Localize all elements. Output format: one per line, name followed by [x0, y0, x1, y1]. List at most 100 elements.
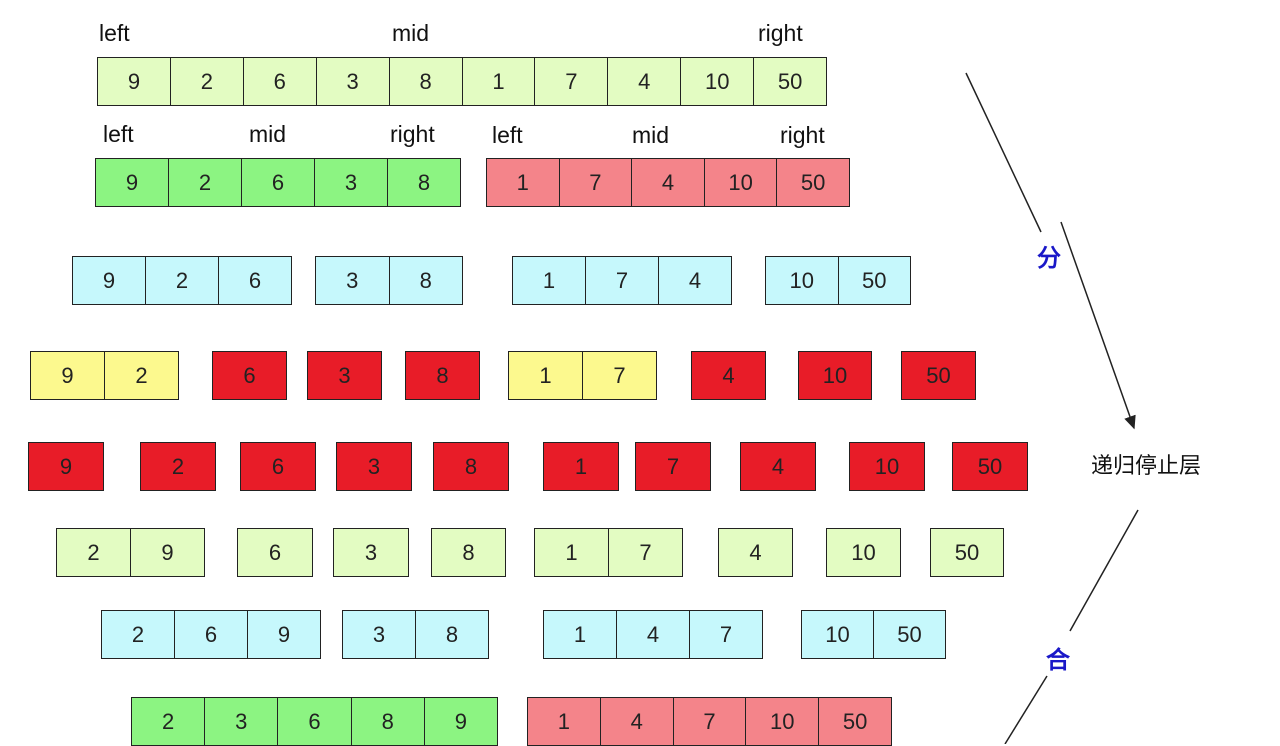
array-segment: 7 — [635, 442, 711, 491]
array-cell: 4 — [749, 539, 762, 565]
array-cell: 9 — [161, 539, 174, 565]
array-cell: 3 — [317, 58, 390, 105]
array-cell: 4 — [771, 453, 785, 479]
merge-line-lower — [1004, 675, 1048, 744]
array-segment: 50 — [901, 351, 976, 400]
array-cell: 7 — [613, 362, 626, 388]
array-cell: 50 — [926, 362, 951, 388]
array-cell: 8 — [462, 539, 475, 565]
array-segment: 50 — [952, 442, 1028, 491]
array-cell: 8 — [390, 58, 463, 105]
array-cell: 2 — [169, 159, 242, 206]
array-cell: 1 — [487, 159, 560, 206]
array-cell: 50 — [777, 68, 803, 94]
array-cell: 6 — [278, 698, 352, 745]
array-cell: 50 — [977, 453, 1003, 479]
array-cell: 7 — [586, 257, 659, 304]
array-cell: 9 — [73, 257, 146, 304]
array-cell: 10 — [746, 698, 820, 745]
array-cell: 1 — [528, 698, 601, 745]
array-cell: 8 — [436, 362, 449, 388]
array-cell: 6 — [271, 453, 285, 479]
array-cell: 7 — [535, 58, 609, 105]
pointer-label-left: left — [492, 122, 523, 148]
array-cell: 2 — [57, 529, 131, 576]
array-segment: 10 — [849, 442, 925, 491]
array-cell: 3 — [316, 257, 390, 304]
array-cell: 9 — [277, 621, 291, 647]
array-cell: 8 — [445, 621, 459, 647]
array-segment: 6 — [212, 351, 287, 400]
array-cell: 1 — [509, 352, 583, 399]
array-segment: 8 — [431, 528, 506, 577]
array-cell: 6 — [244, 58, 317, 105]
recursion-stop-label: 递归停止层 — [1091, 453, 1202, 478]
array-cell: 8 — [352, 698, 425, 745]
divide-line-upper — [965, 72, 1042, 233]
array-cell: 6 — [175, 611, 248, 658]
array-segment: 10 — [798, 351, 872, 400]
array-segment: 6 — [237, 528, 313, 577]
array-cell: 1 — [574, 453, 588, 479]
array-segment: 10 50 — [801, 610, 946, 659]
array-cell: 50 — [842, 708, 868, 734]
array-cell: 10 — [681, 58, 755, 105]
array-cell: 4 — [688, 267, 702, 293]
array-cell: 10 — [766, 257, 839, 304]
array-cell: 6 — [242, 159, 315, 206]
array-cell: 3 — [343, 611, 416, 658]
array-segment: 1 — [543, 442, 619, 491]
array-cell: 2 — [146, 257, 219, 304]
array-cell: 50 — [800, 169, 826, 195]
array-cell: 10 — [822, 362, 848, 388]
array-cell: 1 — [513, 257, 586, 304]
array-cell: 4 — [722, 362, 735, 388]
array-cell: 4 — [608, 58, 682, 105]
pointer-label-left: left — [103, 121, 134, 147]
array-cell: 8 — [419, 267, 432, 293]
array-segment: 8 — [405, 351, 480, 400]
array-cell: 2 — [132, 698, 206, 745]
array-cell: 8 — [417, 169, 431, 195]
array-cell: 50 — [862, 267, 887, 293]
divide-arrow — [1060, 221, 1136, 430]
array-cell: 2 — [171, 58, 244, 105]
array-cell: 10 — [874, 453, 900, 479]
array-cell: 2 — [102, 611, 175, 658]
array-cell: 3 — [205, 698, 279, 745]
array-cell: 50 — [954, 539, 980, 565]
pointer-label-mid: mid — [392, 20, 430, 46]
pointer-label-right: right — [758, 20, 803, 46]
array-cell: 3 — [364, 539, 378, 565]
pointer-label-right: right — [390, 121, 435, 147]
array-cell: 1 — [544, 611, 617, 658]
array-cell: 10 — [851, 539, 876, 565]
array-segment: 3 — [307, 351, 382, 400]
array-segment: 10 50 — [765, 256, 911, 305]
array-segment: 4 — [740, 442, 816, 491]
array-segment: 1 7 4 10 50 — [486, 158, 850, 207]
array-cell: 9 — [96, 159, 169, 206]
array-cell: 9 — [31, 352, 105, 399]
array-cell: 7 — [674, 698, 747, 745]
array-cell: 4 — [617, 611, 690, 658]
array-segment: 3 — [333, 528, 409, 577]
array-cell: 2 — [171, 453, 185, 479]
array-cell: 8 — [464, 453, 478, 479]
array-cell: 9 — [59, 453, 73, 479]
array-segment: 10 — [826, 528, 901, 577]
array-segment: 1 4 7 10 50 — [527, 697, 892, 746]
pointer-label-mid: mid — [632, 122, 670, 148]
